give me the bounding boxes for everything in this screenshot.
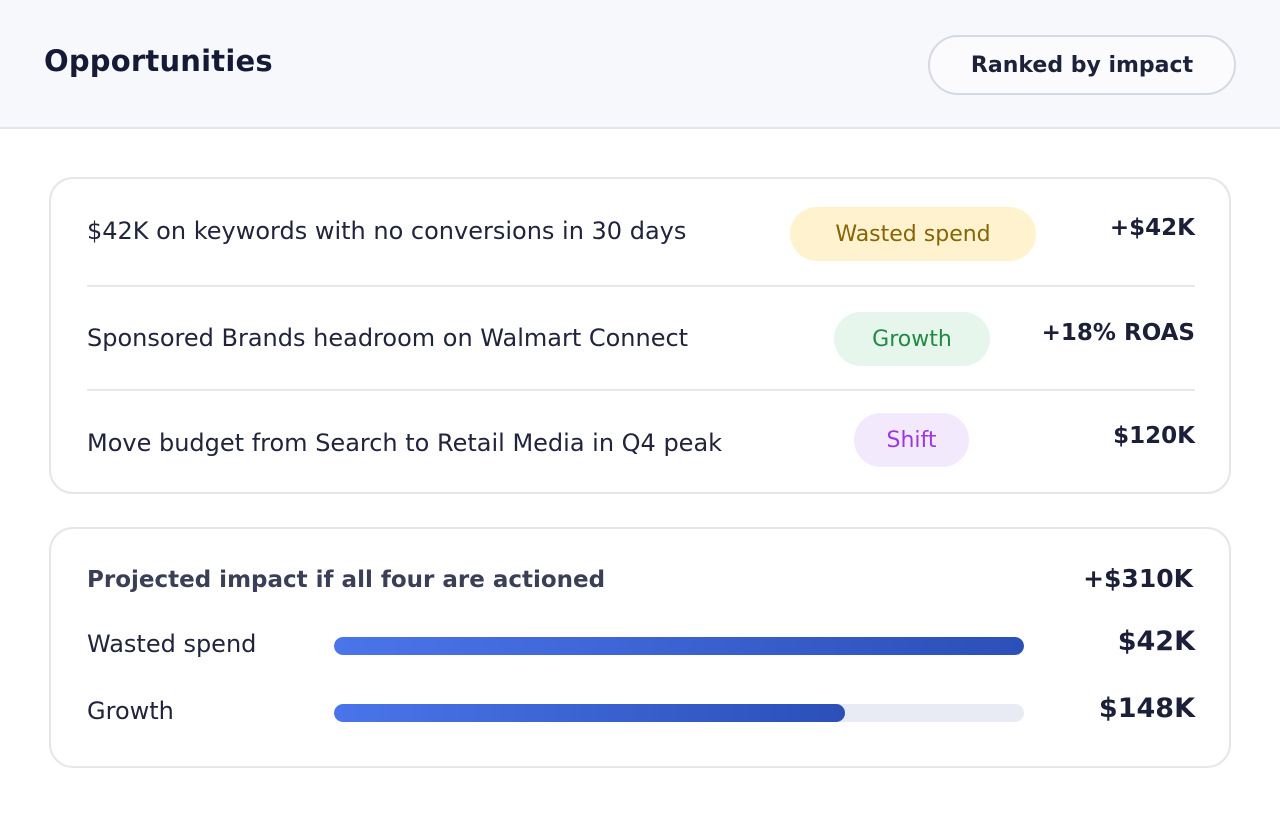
impact-bar-track xyxy=(334,704,1024,722)
row-divider xyxy=(87,389,1195,391)
opportunity-value: $120K xyxy=(1113,423,1195,449)
tag-shift: Shift xyxy=(854,413,969,467)
impact-bar-value: $42K xyxy=(1117,626,1195,657)
impact-heading: Projected impact if all four are actione… xyxy=(87,567,606,593)
opportunity-row-growth[interactable]: Sponsored Brands headroom on Walmart Con… xyxy=(87,284,1195,387)
page-title: Opportunities xyxy=(44,44,273,78)
page-header: Opportunities Ranked by impact xyxy=(0,0,1280,129)
impact-bar-fill xyxy=(334,637,1024,655)
impact-bar-value: $148K xyxy=(1098,693,1195,724)
opportunity-row-wasted-spend[interactable]: $42K on keywords with no conversions in … xyxy=(87,179,1195,282)
opportunity-value: +18% ROAS xyxy=(1041,320,1195,346)
impact-bar-track xyxy=(334,637,1024,655)
tag-wasted-spend: Wasted spend xyxy=(790,207,1036,261)
opportunity-description: Move budget from Search to Retail Media … xyxy=(87,429,723,457)
opportunities-card: $42K on keywords with no conversions in … xyxy=(49,177,1231,494)
opportunity-description: $42K on keywords with no conversions in … xyxy=(87,217,687,245)
impact-total: +$310K xyxy=(1083,564,1193,593)
impact-bar-row-growth: Growth $148K xyxy=(87,693,1195,733)
tag-growth: Growth xyxy=(834,312,990,366)
impact-bar-label: Growth xyxy=(87,697,174,725)
opportunity-row-shift[interactable]: Move budget from Search to Retail Media … xyxy=(87,389,1195,492)
impact-bar-row-wasted-spend: Wasted spend $42K xyxy=(87,626,1195,666)
impact-bar-label: Wasted spend xyxy=(87,630,257,658)
opportunity-description: Sponsored Brands headroom on Walmart Con… xyxy=(87,324,689,352)
ranked-by-impact-button[interactable]: Ranked by impact xyxy=(928,35,1236,95)
impact-bar-fill xyxy=(334,704,845,722)
opportunity-value: +$42K xyxy=(1109,215,1195,241)
projected-impact-card: Projected impact if all four are actione… xyxy=(49,527,1231,768)
row-divider xyxy=(87,285,1195,287)
